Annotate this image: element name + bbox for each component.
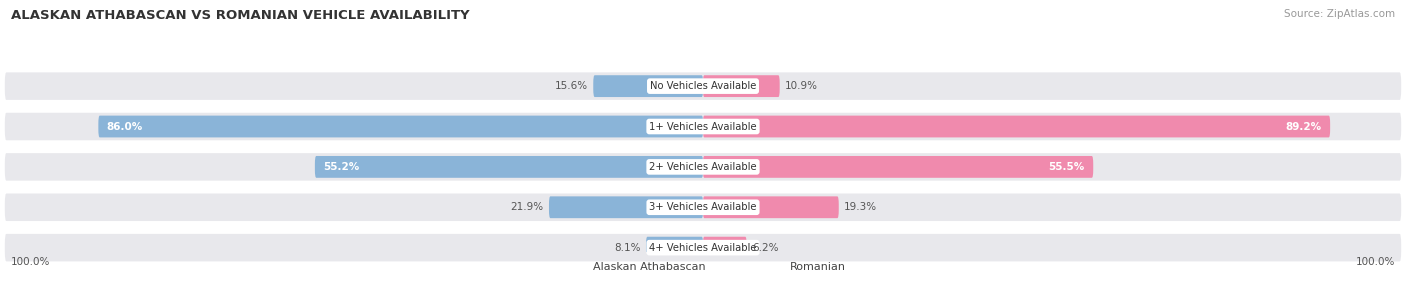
Text: 100.0%: 100.0% (1355, 257, 1395, 267)
Text: 55.2%: 55.2% (323, 162, 360, 172)
FancyBboxPatch shape (3, 152, 1403, 182)
Text: 15.6%: 15.6% (554, 81, 588, 91)
FancyBboxPatch shape (703, 237, 747, 259)
FancyBboxPatch shape (703, 156, 1094, 178)
Text: 55.5%: 55.5% (1049, 162, 1085, 172)
Text: 100.0%: 100.0% (11, 257, 51, 267)
Text: 21.9%: 21.9% (510, 202, 543, 212)
FancyBboxPatch shape (3, 111, 1403, 142)
Text: 3+ Vehicles Available: 3+ Vehicles Available (650, 202, 756, 212)
Text: 1+ Vehicles Available: 1+ Vehicles Available (650, 122, 756, 132)
Text: 8.1%: 8.1% (614, 243, 641, 253)
FancyBboxPatch shape (703, 116, 1330, 137)
Text: 6.2%: 6.2% (752, 243, 779, 253)
Text: 10.9%: 10.9% (786, 81, 818, 91)
Text: 19.3%: 19.3% (844, 202, 877, 212)
Text: Source: ZipAtlas.com: Source: ZipAtlas.com (1284, 9, 1395, 19)
Text: No Vehicles Available: No Vehicles Available (650, 81, 756, 91)
FancyBboxPatch shape (3, 71, 1403, 101)
FancyBboxPatch shape (703, 196, 839, 218)
FancyBboxPatch shape (703, 75, 780, 97)
Text: Alaskan Athabascan: Alaskan Athabascan (593, 262, 706, 272)
FancyBboxPatch shape (593, 75, 703, 97)
Text: 2+ Vehicles Available: 2+ Vehicles Available (650, 162, 756, 172)
FancyBboxPatch shape (3, 192, 1403, 223)
FancyBboxPatch shape (645, 237, 703, 259)
Text: 86.0%: 86.0% (107, 122, 143, 132)
Text: ALASKAN ATHABASCAN VS ROMANIAN VEHICLE AVAILABILITY: ALASKAN ATHABASCAN VS ROMANIAN VEHICLE A… (11, 9, 470, 21)
FancyBboxPatch shape (315, 156, 703, 178)
Text: 89.2%: 89.2% (1285, 122, 1322, 132)
Text: Romanian: Romanian (790, 262, 846, 272)
FancyBboxPatch shape (3, 233, 1403, 263)
Text: 4+ Vehicles Available: 4+ Vehicles Available (650, 243, 756, 253)
FancyBboxPatch shape (548, 196, 703, 218)
FancyBboxPatch shape (98, 116, 703, 137)
